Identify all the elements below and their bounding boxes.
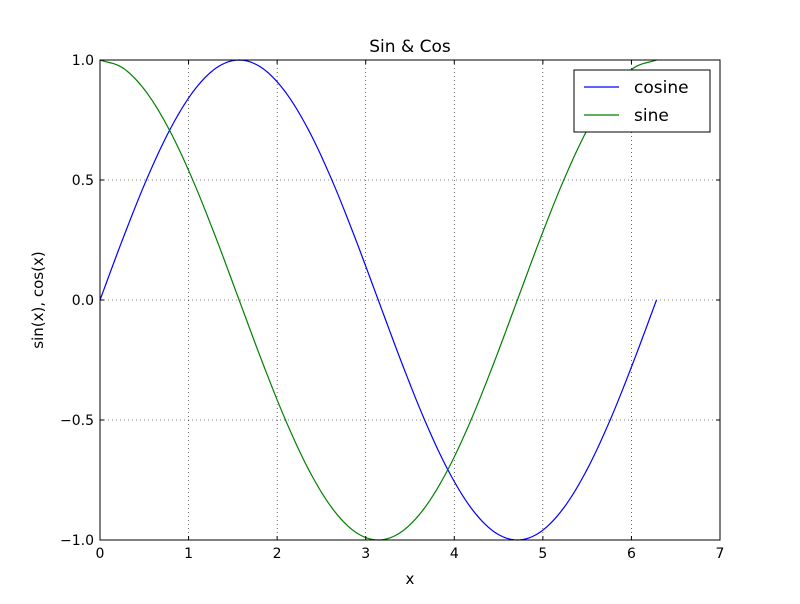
cosine-series-line	[99, 59, 658, 541]
y-tick-label: 1.0	[72, 53, 94, 69]
chart-title: Sin & Cos	[369, 37, 451, 57]
x-tick-label: 5	[538, 546, 547, 562]
legend-label: sine	[634, 106, 669, 126]
x-tick-label: 0	[96, 546, 105, 562]
x-tick-label: 4	[450, 546, 459, 562]
legend-label: cosine	[634, 78, 689, 98]
legend: cosine sine	[573, 69, 711, 133]
y-tick-label: −1.0	[60, 533, 94, 549]
x-tick-label: 7	[716, 546, 725, 562]
x-tick-label: 1	[184, 546, 193, 562]
x-tick-label: 6	[627, 546, 636, 562]
x-axis-label: x	[406, 570, 415, 588]
y-axis-label: sin(x), cos(x)	[29, 251, 47, 348]
x-tick-label: 2	[273, 546, 282, 562]
legend-box	[573, 69, 711, 133]
y-tick-label: −0.5	[60, 413, 94, 429]
axis-ticks: 0 1 2 3 4 5 6 7 −1.0 −0.5 0.0 0.5 1.0	[60, 53, 724, 562]
x-tick-label: 3	[361, 546, 370, 562]
y-tick-label: 0.5	[72, 173, 94, 189]
y-tick-label: 0.0	[72, 293, 94, 309]
